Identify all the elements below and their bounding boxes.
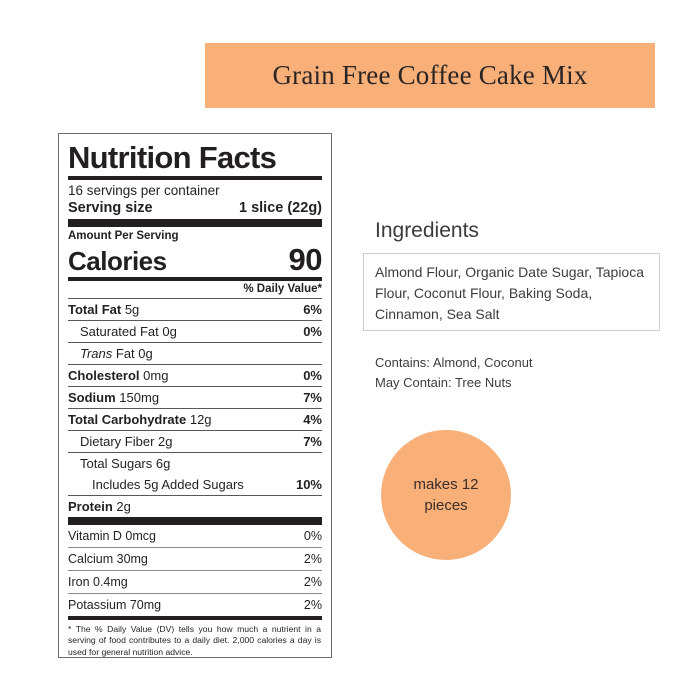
daily-value-header: % Daily Value* [243,283,322,295]
nutrient-row-iron: Iron 0.4mg 2% [68,571,322,593]
nutrient-name-protein: Protein 2g [68,498,131,514]
divider-thick-bottom [68,517,322,525]
nutrient-row-added-sugars: Includes 5g Added Sugars 10% [68,474,322,495]
nutrient-dv-total-fat: 6% [303,301,322,317]
allergen-contains: Contains: Almond, Coconut [375,355,533,370]
nutrient-row-total-fat: Total Fat 5g 6% [68,299,322,320]
divider [68,386,322,387]
divider [68,320,322,321]
nutrient-name-trans-fat: Trans Fat 0g [80,345,153,361]
divider [68,430,322,431]
allergen-info: Contains: Almond, Coconut May Contain: T… [375,353,665,393]
nutrient-name-total-fat: Total Fat 5g [68,301,140,317]
daily-value-footnote: * The % Daily Value (DV) tells you how m… [68,620,322,658]
page-title: Grain Free Coffee Cake Mix [272,60,588,90]
nutrient-dv-added-sugars: 10% [295,476,322,492]
product-title-banner: Grain Free Coffee Cake Mix [205,43,655,108]
divider [68,452,322,453]
nutrient-dv-vitamin-d: 0% [303,528,322,543]
nutrient-dv-iron: 2% [303,574,322,589]
nutrient-name-vitamin-d: Vitamin D 0mcg [68,528,156,543]
nutrient-dv-total-carbohydrate: 4% [303,411,322,427]
footnote-asterisk: * [68,624,72,634]
nutrient-row-potassium: Potassium 70mg 2% [68,594,322,616]
calories-row: Calories 90 [68,242,323,277]
nutrient-name-cholesterol: Cholesterol 0mg [68,367,169,383]
nutrition-facts-panel: Nutrition Facts 16 servings per containe… [58,133,332,658]
nutrient-name-calcium: Calcium 30mg [68,551,148,566]
divider [68,364,322,365]
nutrient-row-total-sugars: Total Sugars 6g [68,453,322,474]
nutrient-row-trans-fat: Trans Fat 0g [68,343,322,364]
nutrient-dv-calcium: 2% [303,551,322,566]
allergen-may-contain: May Contain: Tree Nuts [375,375,512,390]
nutrient-dv-potassium: 2% [303,597,322,612]
nutrient-row-calcium: Calcium 30mg 2% [68,548,322,570]
nutrient-name-added-sugars: Includes 5g Added Sugars [92,476,244,492]
nutrient-row-protein: Protein 2g [68,496,322,517]
nutrient-name-total-sugars: Total Sugars 6g [80,455,171,471]
serving-size-row: Serving size 1 slice (22g) [68,199,322,219]
ingredients-box: Almond Flour, Organic Date Sugar, Tapioc… [363,253,660,331]
divider [68,547,322,548]
amount-per-serving-label: Amount Per Serving [68,230,179,242]
nutrient-name-sodium: Sodium 150mg [68,389,160,405]
makes-badge-line-2: pieces [424,497,468,514]
divider [68,570,322,571]
nutrient-row-sodium: Sodium 150mg 7% [68,387,322,408]
nutrient-dv-cholesterol: 0% [303,367,322,383]
divider-above-footnote [68,616,322,620]
divider-under-dv-header [68,298,322,299]
nutrient-row-vitamin-d: Vitamin D 0mcg 0% [68,525,322,547]
makes-badge-line-1: makes 12 [413,476,479,493]
makes-pieces-badge: makes 12 pieces [381,430,511,560]
nutrient-row-cholesterol: Cholesterol 0mg 0% [68,365,322,386]
nutrient-name-potassium: Potassium 70mg [68,597,162,612]
divider-under-title [68,176,322,180]
divider-under-calories [68,277,322,281]
nutrient-dv-dietary-fiber: 7% [303,433,322,449]
nutrient-dv-sodium: 7% [303,389,322,405]
nutrient-name-saturated-fat: Saturated Fat 0g [80,323,177,339]
serving-size-value: 1 slice (22g) [238,200,322,216]
nutrient-name-iron: Iron 0.4mg [68,574,128,589]
nutrient-name-total-carbohydrate: Total Carbohydrate 12g [68,411,212,427]
divider [68,408,322,409]
nutrient-row-dietary-fiber: Dietary Fiber 2g 7% [68,431,322,452]
servings-per-container: 16 servings per container [68,183,220,198]
divider [68,495,322,496]
divider-thick-top [68,219,322,227]
nutrition-facts-title: Nutrition Facts [68,140,277,175]
ingredients-heading: Ingredients [375,219,479,242]
nutrient-dv-saturated-fat: 0% [303,323,322,339]
calories-label: Calories [68,246,167,276]
nutrient-row-total-carbohydrate: Total Carbohydrate 12g 4% [68,409,322,430]
calories-value: 90 [288,242,323,277]
nutrient-row-saturated-fat: Saturated Fat 0g 0% [68,321,322,342]
divider [68,342,322,343]
ingredients-text: Almond Flour, Organic Date Sugar, Tapioc… [375,264,645,322]
serving-size-label: Serving size [68,200,153,216]
divider [68,593,322,594]
footnote-text: The % Daily Value (DV) tells you how muc… [68,624,321,657]
nutrient-name-dietary-fiber: Dietary Fiber 2g [80,433,173,449]
